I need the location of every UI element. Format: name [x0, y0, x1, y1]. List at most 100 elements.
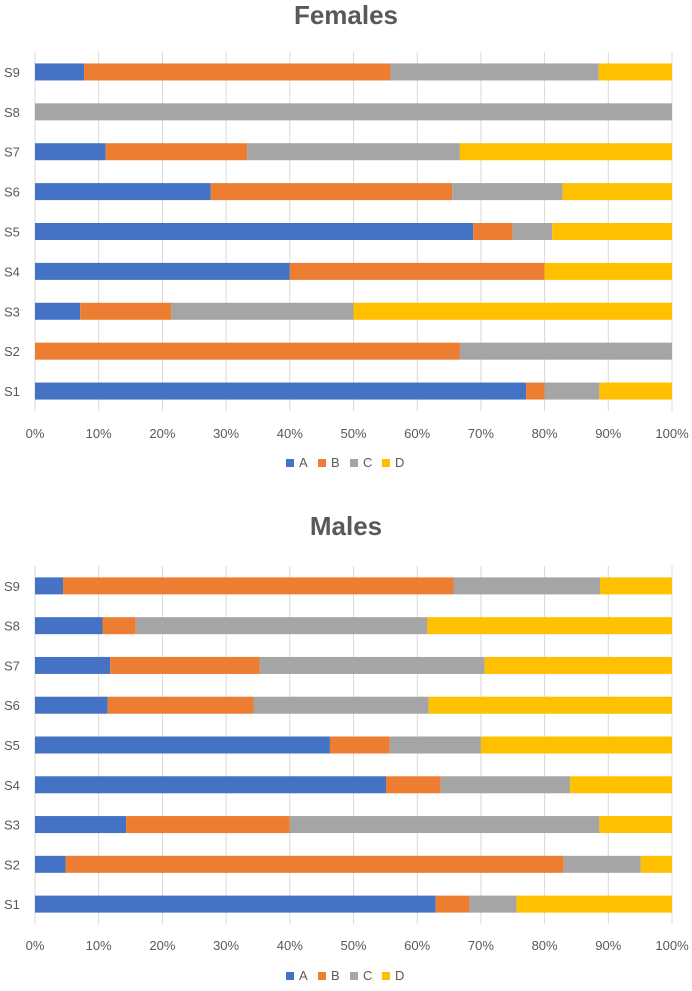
legend-swatch [286, 972, 294, 980]
category-labels: S1 S2 S3 S4 S5 S6 S7 S8 S9 [4, 65, 20, 399]
bar-segment-s2-a [35, 855, 66, 873]
bar-segment-s2-b [65, 855, 564, 873]
x-tick-label: 30% [213, 426, 239, 441]
bar-segment-s7-b [110, 656, 260, 674]
x-tick-label: 40% [277, 426, 303, 441]
bar-segment-s5-d [480, 736, 672, 754]
bar-segment-s9-b [63, 577, 454, 595]
bar-segment-s4-b [289, 262, 545, 280]
legend-label: B [331, 455, 340, 470]
bar-segment-s3-c [171, 302, 354, 320]
x-tick-labels: 0% 10% 20% 30% 40% 50% 60% 70% 80% 90% 100% [26, 426, 689, 441]
bar-segment-s7-d [484, 656, 672, 674]
bar-segment-s8-c [135, 617, 428, 635]
bar-segment-s7-b [105, 143, 248, 161]
bar-segment-s7-c [259, 656, 485, 674]
bar-segment-s6-c [253, 696, 429, 714]
x-tick-label: 60% [404, 938, 430, 953]
bar-segment-s1-a [35, 382, 527, 400]
legend-swatch [350, 459, 358, 467]
x-tick-label: 80% [532, 938, 558, 953]
x-tick-label: 20% [149, 426, 175, 441]
x-tick-label: 70% [468, 426, 494, 441]
bar-segment-s3-b [126, 816, 290, 834]
bars [35, 63, 672, 400]
chart-title: Females [294, 0, 398, 30]
x-tick-label: 30% [213, 938, 239, 953]
category-label: S3 [4, 818, 20, 833]
x-tick-label: 40% [277, 938, 303, 953]
category-label: S4 [4, 264, 20, 279]
bar-segment-s1-d [599, 382, 672, 400]
legend-label: A [299, 968, 308, 983]
bar-segment-s6-b [210, 183, 453, 201]
chart-title: Males [310, 511, 382, 541]
legend-label: D [395, 455, 404, 470]
bar-segment-s8-a [35, 617, 103, 635]
bar-segment-s6-c [452, 183, 563, 201]
category-label: S4 [4, 778, 20, 793]
bars [35, 577, 672, 913]
bar-segment-s7-d [459, 143, 672, 161]
bar-segment-s4-b [385, 776, 441, 794]
bar-segment-s1-d [516, 895, 672, 913]
x-tick-label: 60% [404, 426, 430, 441]
category-label: S2 [4, 857, 20, 872]
bar-segment-s6-a [35, 183, 211, 201]
x-tick-label: 90% [595, 426, 621, 441]
bar-segment-s5-a [35, 736, 330, 754]
legend-swatch [382, 972, 390, 980]
x-tick-label: 50% [340, 938, 366, 953]
x-tick-label: 10% [86, 938, 112, 953]
bar-segment-s8-c [35, 103, 672, 121]
bar-segment-s4-a [35, 776, 386, 794]
category-label: S5 [4, 225, 20, 240]
bar-segment-s2-b [35, 342, 460, 360]
bar-segment-s3-b [80, 302, 172, 320]
bar-segment-s6-d [428, 696, 672, 714]
category-label: S5 [4, 738, 20, 753]
x-tick-label: 0% [26, 938, 45, 953]
category-label: S9 [4, 65, 20, 80]
bar-segment-s4-c [440, 776, 571, 794]
category-label: S8 [4, 105, 20, 120]
legend-label: B [331, 968, 340, 983]
bar-segment-s3-a [35, 302, 81, 320]
x-tick-label: 10% [86, 426, 112, 441]
category-label: S6 [4, 185, 20, 200]
x-tick-label: 20% [149, 938, 175, 953]
legend-swatch [286, 459, 294, 467]
bar-segment-s7-a [35, 656, 111, 674]
bar-segment-s9-d [600, 577, 672, 595]
bar-segment-s8-d [427, 617, 672, 635]
bar-segment-s2-c [563, 855, 641, 873]
bar-segment-s4-a [35, 262, 290, 280]
x-tick-label: 70% [468, 938, 494, 953]
bar-segment-s3-a [35, 816, 127, 834]
bar-segment-s9-a [35, 577, 64, 595]
legend-label: C [363, 455, 372, 470]
bar-segment-s9-c [390, 63, 599, 81]
category-label: S7 [4, 658, 20, 673]
bar-segment-s5-c [512, 223, 553, 240]
bar-segment-s4-d [570, 776, 672, 794]
x-tick-label: 50% [340, 426, 366, 441]
category-label: S9 [4, 579, 20, 594]
bar-segment-s3-c [289, 816, 600, 834]
bar-segment-s8-b [102, 617, 136, 635]
bar-segment-s6-a [35, 696, 108, 714]
legend-label: A [299, 455, 308, 470]
bar-segment-s9-b [84, 63, 391, 81]
category-label: S7 [4, 145, 20, 160]
x-tick-label: 0% [26, 426, 45, 441]
legend-label: C [363, 968, 372, 983]
legend-swatch [318, 459, 326, 467]
legend-swatch [382, 459, 390, 467]
bar-segment-s3-d [599, 816, 672, 834]
bar-segment-s5-d [552, 223, 672, 240]
bar-segment-s1-a [35, 895, 436, 913]
legend-swatch [350, 972, 358, 980]
category-label: S1 [4, 897, 20, 912]
bar-segment-s3-d [353, 302, 672, 320]
